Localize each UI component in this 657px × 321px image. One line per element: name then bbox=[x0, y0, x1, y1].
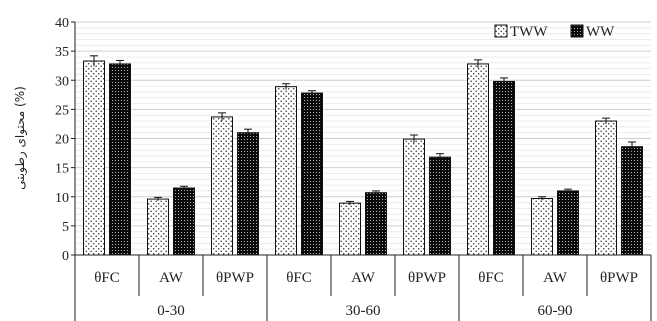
y-tick-label: 5 bbox=[62, 220, 69, 235]
x-group-label: 30-60 bbox=[346, 303, 381, 319]
bar-tww bbox=[147, 198, 169, 256]
legend: TWW WW bbox=[494, 24, 615, 40]
axes bbox=[74, 22, 651, 256]
x-group-label: 0-30 bbox=[157, 303, 185, 319]
x-category-label: θPWP bbox=[408, 270, 446, 286]
grid-lines bbox=[75, 21, 651, 250]
y-tick-label: 0 bbox=[62, 249, 69, 264]
bar-ww bbox=[237, 132, 259, 256]
x-group-label: 60-90 bbox=[538, 303, 573, 319]
y-tick-label: 35 bbox=[55, 45, 69, 60]
bar-ww bbox=[109, 63, 131, 256]
x-category-label: θPWP bbox=[600, 270, 638, 286]
bar-ww bbox=[173, 187, 195, 256]
y-axis-title: محتوای رطوبتی (%) bbox=[13, 86, 28, 190]
bar-tww bbox=[339, 202, 361, 256]
bar-ww bbox=[429, 156, 451, 256]
bar-ww bbox=[493, 80, 515, 256]
y-tick-label: 25 bbox=[55, 103, 69, 118]
x-category-label: AW bbox=[351, 270, 376, 286]
bars bbox=[83, 60, 643, 256]
bar-tww bbox=[275, 86, 297, 256]
y-tick-label: 15 bbox=[55, 162, 69, 177]
legend-label-tww: TWW bbox=[510, 24, 548, 40]
x-category-label: AW bbox=[159, 270, 184, 286]
x-category-label: θFC bbox=[286, 270, 312, 286]
y-tick-label: 30 bbox=[55, 74, 69, 89]
bar-ww bbox=[365, 192, 387, 256]
bar-ww bbox=[621, 146, 643, 256]
x-category-label: θPWP bbox=[216, 270, 254, 286]
bar-tww bbox=[467, 63, 489, 256]
legend-swatch-ww bbox=[570, 24, 584, 38]
y-axis-ticks: 0 5 10 15 20 25 30 35 40 bbox=[55, 16, 75, 264]
x-axis-labels: θFC AW θPWP θFC AW θPWP θFC AW θPWP 0-30 30-60 60-9… bbox=[74, 255, 652, 321]
bar-tww bbox=[595, 120, 617, 256]
y-tick-label: 20 bbox=[55, 133, 69, 148]
bar-tww bbox=[83, 60, 105, 256]
y-tick-label: 40 bbox=[55, 16, 69, 31]
bar-tww bbox=[531, 197, 553, 256]
bar-ww bbox=[301, 92, 323, 256]
x-category-label: AW bbox=[543, 270, 568, 286]
legend-swatch-tww bbox=[494, 24, 508, 38]
bar-tww bbox=[211, 116, 233, 256]
x-category-label: θFC bbox=[94, 270, 120, 286]
x-category-label: θFC bbox=[478, 270, 504, 286]
error-bars bbox=[90, 55, 636, 205]
legend-label-ww: WW bbox=[586, 24, 615, 40]
y-tick-label: 10 bbox=[55, 191, 69, 206]
bar-tww bbox=[403, 138, 425, 256]
bar-ww bbox=[557, 190, 579, 256]
